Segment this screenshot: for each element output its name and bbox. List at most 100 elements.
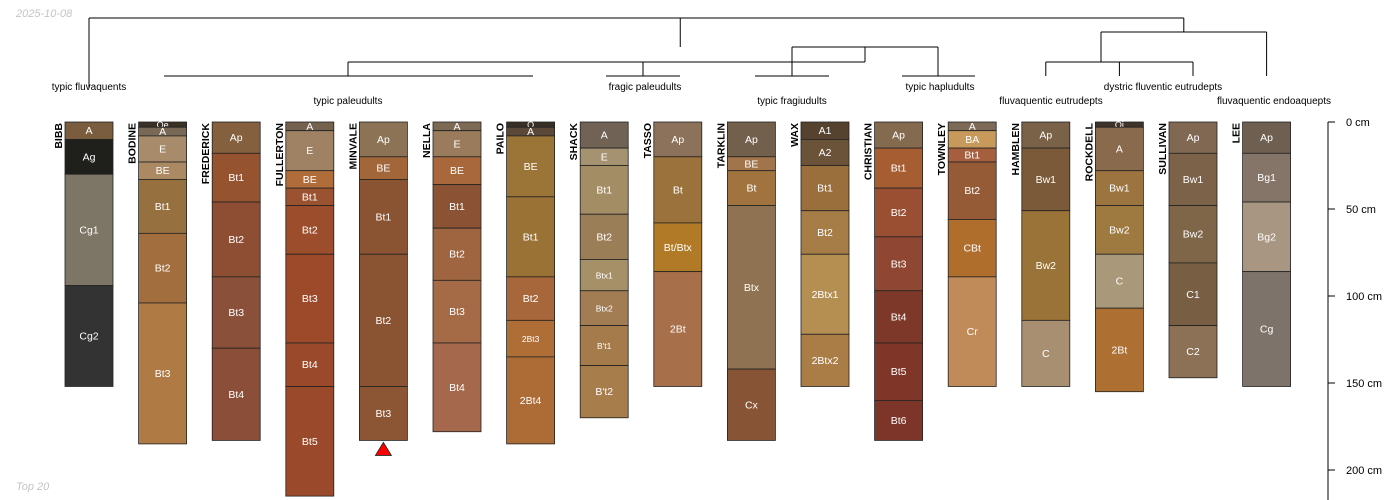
horizon-rect <box>1168 262 1218 326</box>
horizon-rect <box>358 121 408 158</box>
horizon-rect <box>506 276 556 321</box>
horizon-label: Bt5 <box>302 436 318 448</box>
horizon-label: CBt <box>963 243 981 255</box>
horizon-label: C <box>1042 348 1050 360</box>
horizon-rect <box>874 147 923 189</box>
horizon-label: A <box>969 121 976 133</box>
cluster-label: typic hapludults <box>906 82 975 93</box>
horizon-rect <box>727 170 776 206</box>
horizon-label: Bt1 <box>449 201 465 213</box>
horizon-label: 2Btx1 <box>812 289 839 301</box>
horizon-rect <box>358 386 408 441</box>
horizon-rect <box>947 276 997 387</box>
horizon-label: C1 <box>1186 289 1200 301</box>
profile-rockdell: Oi A Bw1 Bw2 C 2Bt ROCKDELL <box>1083 120 1144 393</box>
profile-sullivan: Ap Bw1 Bw2 C1 C2 SULLIVAN <box>1157 121 1218 379</box>
horizon-label: Ap <box>1039 130 1052 142</box>
horizon-rect <box>432 279 482 344</box>
horizon-label: E <box>159 143 166 155</box>
horizon-rect <box>800 165 850 212</box>
horizon-rect <box>579 121 629 149</box>
profile-name: PAILO <box>495 123 507 154</box>
horizon-label: Bt1 <box>376 211 392 223</box>
horizon-rect <box>874 121 923 149</box>
profile-tasso: Ap Bt Bt/Btx 2Bt TASSO <box>642 121 703 387</box>
horizon-rect <box>947 161 997 220</box>
horizon-rect <box>874 399 923 441</box>
horizon-label: Bw1 <box>1036 174 1057 186</box>
horizon-label: O <box>527 120 534 130</box>
horizon-label: A <box>453 121 460 133</box>
horizon-label: A <box>601 130 608 142</box>
cluster-label: typic fluvaquents <box>52 82 127 93</box>
horizon-label: BE <box>156 165 170 177</box>
horizon-rect <box>432 184 482 229</box>
profile-christian: Ap Bt1 Bt2 Bt3 Bt4 Bt5 Bt6 CHRISTIAN <box>863 121 923 441</box>
profile-wax: A1 A2 Bt1 Bt2 2Btx1 2Btx2 WAX <box>789 121 850 387</box>
horizon-label: Ap <box>1187 132 1200 144</box>
horizon-label: Bw1 <box>1183 174 1204 186</box>
depth-axis: 0 cm 50 cm 100 cm 150 cm 200 cm <box>1327 117 1382 500</box>
horizon-label: Bt3 <box>228 307 244 319</box>
horizon-label: A2 <box>819 147 832 159</box>
horizon-rect <box>211 276 261 349</box>
horizon-rect <box>1021 319 1071 387</box>
horizon-rect <box>653 121 703 158</box>
horizon-label: B't2 <box>595 386 613 398</box>
profile-name: MINVALE <box>347 123 359 169</box>
profile-name: LEE <box>1231 123 1243 143</box>
horizon-rect <box>211 347 261 441</box>
profile-name: CHRISTIAN <box>863 123 875 180</box>
cluster-label: dystric fluventic eutrudepts <box>1104 82 1222 93</box>
horizon-label: Bt <box>673 184 683 196</box>
horizon-label: Bg1 <box>1257 172 1276 184</box>
horizon-label: Bt4 <box>449 382 465 394</box>
horizon-label: Bt2 <box>376 315 392 327</box>
horizon-label: Bt4 <box>228 389 244 401</box>
profile-name: NELLA <box>421 123 433 158</box>
profile-lee: Ap Bg1 Bg2 Cg LEE <box>1231 121 1291 387</box>
horizon-rect <box>579 259 629 292</box>
horizon-label: Bt2 <box>596 231 612 243</box>
horizon-rect <box>506 319 556 358</box>
profile-bibb: A Ag Cg1 Cg2 BIBB <box>53 121 114 387</box>
horizon-label: 2Btx2 <box>812 355 839 367</box>
profile-tarklin: Ap BE Bt Btx Cx TARKLIN <box>715 121 776 441</box>
horizon-label: B't1 <box>597 341 612 351</box>
horizon-rect <box>874 236 923 292</box>
depth-tick-label: 150 cm <box>1346 378 1382 390</box>
horizon-label: Bt1 <box>302 191 318 203</box>
horizon-label: BE <box>303 174 317 186</box>
horizon-label: BE <box>524 161 538 173</box>
horizon-label: Bt4 <box>891 311 907 323</box>
horizon-label: 2Bt <box>670 324 686 336</box>
horizon-rect <box>1242 201 1291 273</box>
horizon-rect <box>800 138 850 166</box>
horizon-rect <box>432 156 482 186</box>
horizon-rect <box>211 152 261 203</box>
horizon-label: A <box>159 126 166 138</box>
horizon-label: Bt3 <box>449 306 465 318</box>
horizon-label: A1 <box>819 125 832 137</box>
horizon-label: Bt3 <box>891 258 907 270</box>
horizon-label: Cx <box>745 399 759 411</box>
profile-fullerton: AE BE Bt1 Bt2 Bt3 Bt4 Bt5 FULLERTON <box>274 121 335 497</box>
horizon-label: Cg <box>1260 324 1274 336</box>
depth-tick-label: 100 cm <box>1346 291 1382 303</box>
profile-name: FREDERICK <box>200 123 212 185</box>
horizon-rect <box>64 285 114 387</box>
profile-nella: AE BE Bt1 Bt2 Bt3 Bt4 NELLA <box>421 121 482 433</box>
horizon-label: BE <box>450 165 464 177</box>
horizon-rect <box>1021 210 1071 321</box>
profile-name: FULLERTON <box>274 123 286 186</box>
horizon-label: Bt6 <box>891 415 907 427</box>
horizon-rect <box>432 227 482 281</box>
horizon-label: Bw2 <box>1109 224 1130 236</box>
horizon-label: Ap <box>745 134 758 146</box>
depth-tick-label: 50 cm <box>1346 204 1376 216</box>
horizon-label: Bt2 <box>817 227 833 239</box>
horizon-label: Bt2 <box>302 224 318 236</box>
profile-pailo: OA BE Bt1 Bt2 2Bt3 2Bt4 PAILO <box>495 120 556 445</box>
